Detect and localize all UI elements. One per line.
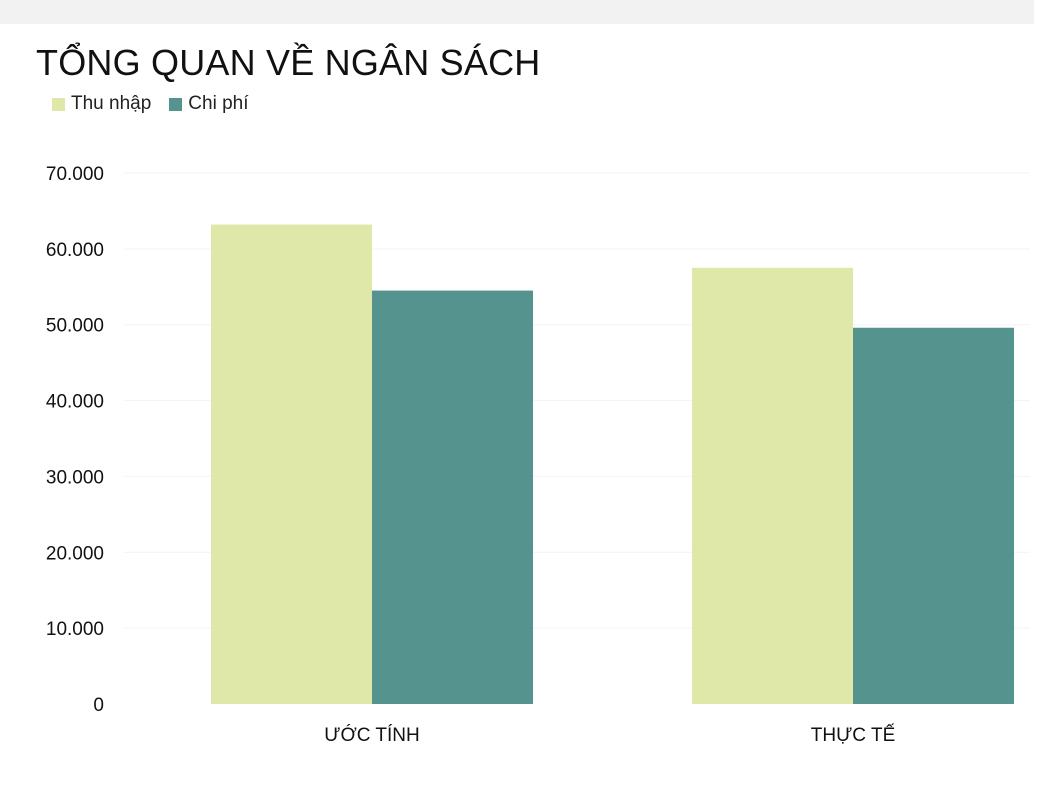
y-tick-label: 50.000 bbox=[46, 316, 104, 337]
y-tick-label: 40.000 bbox=[46, 392, 104, 413]
y-tick-label: 10.000 bbox=[46, 619, 104, 640]
x-category-label: THỰC TẾ bbox=[811, 724, 896, 746]
bar-income-0 bbox=[211, 224, 372, 704]
bar-expense-1 bbox=[853, 327, 1014, 704]
bar-expense-0 bbox=[372, 290, 533, 704]
legend: Thu nhập Chi phí bbox=[52, 93, 267, 115]
bar-income-1 bbox=[692, 267, 853, 704]
y-tick-label: 30.000 bbox=[46, 467, 104, 488]
chart-title: TỔNG QUAN VỀ NGÂN SÁCH bbox=[36, 42, 541, 83]
x-category-label: ƯỚC TÍNH bbox=[324, 724, 420, 746]
top-strip bbox=[0, 0, 1034, 24]
y-tick-label: 20.000 bbox=[46, 543, 104, 564]
legend-item-expense: Chi phí bbox=[169, 93, 249, 115]
x-axis-categories: ƯỚC TÍNH THỰC TẾ bbox=[324, 724, 895, 746]
y-tick-label: 60.000 bbox=[46, 240, 104, 261]
y-tick-label: 0 bbox=[93, 695, 104, 716]
legend-label-income: Thu nhập bbox=[71, 93, 152, 114]
y-tick-label: 70.000 bbox=[46, 164, 104, 185]
bars bbox=[211, 224, 1014, 704]
y-axis-ticks: 0 10.000 20.000 30.000 40.000 50.000 60.000 70.… bbox=[46, 164, 104, 716]
legend-swatch-expense bbox=[169, 97, 183, 111]
legend-label-expense: Chi phí bbox=[188, 93, 249, 114]
legend-swatch-income bbox=[52, 97, 65, 111]
legend-item-income: Thu nhập bbox=[52, 93, 151, 115]
